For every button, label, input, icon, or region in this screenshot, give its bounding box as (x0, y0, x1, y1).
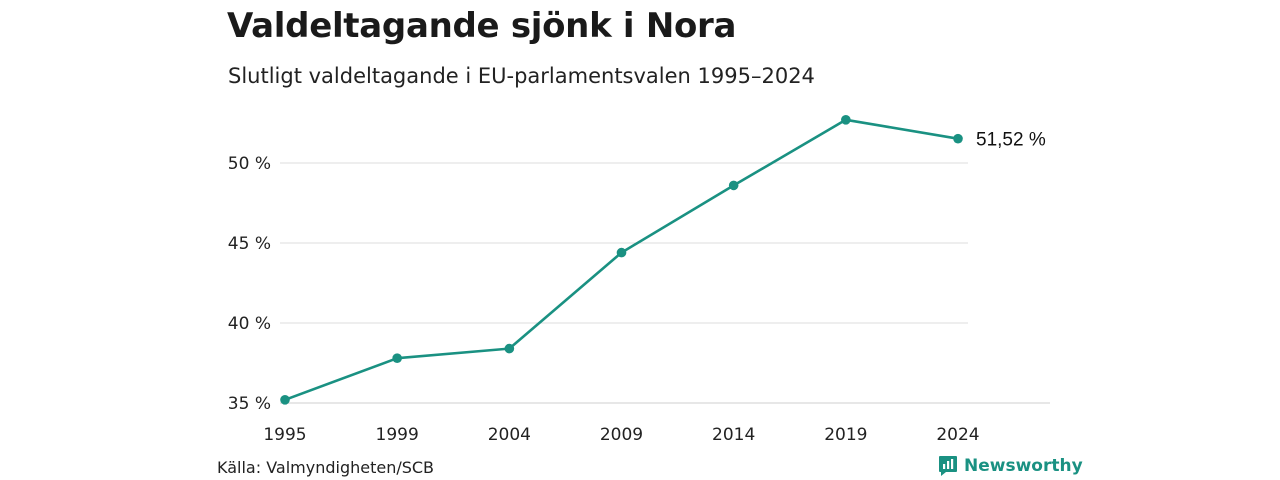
data-point (728, 180, 739, 191)
x-tick-label: 1999 (376, 425, 419, 445)
data-point (953, 133, 963, 144)
data-point (616, 247, 627, 258)
x-tick-label: 2024 (936, 425, 979, 445)
y-tick-label: 45 % (228, 234, 271, 254)
series-line (284, 118, 959, 402)
y-tick-label: 35 % (228, 394, 271, 414)
x-tick-label: 2014 (712, 425, 755, 445)
chart-title: Valdeltagande sjönk i Nora (227, 6, 737, 46)
y-tick-label: 40 % (228, 314, 271, 334)
data-point (504, 343, 515, 354)
chart-subtitle: Slutligt valdeltagande i EU-parlamentsva… (228, 64, 815, 88)
brand-name: Newsworthy (964, 456, 1083, 476)
y-tick-label: 50 % (228, 154, 271, 174)
x-tick-label: 2019 (824, 425, 867, 445)
data-point (392, 353, 402, 364)
data-point (841, 115, 851, 125)
source-note: Källa: Valmyndigheten/SCB (217, 458, 435, 477)
x-tick-label: 1995 (263, 425, 306, 445)
newsworthy-logo-icon (939, 456, 957, 476)
brand-logo: Newsworthy (938, 455, 1083, 477)
data-point (280, 395, 290, 405)
x-tick-label: 2004 (488, 425, 531, 445)
x-tick-label: 2009 (600, 425, 643, 445)
end-value-label: 51,52 % (976, 130, 1046, 151)
